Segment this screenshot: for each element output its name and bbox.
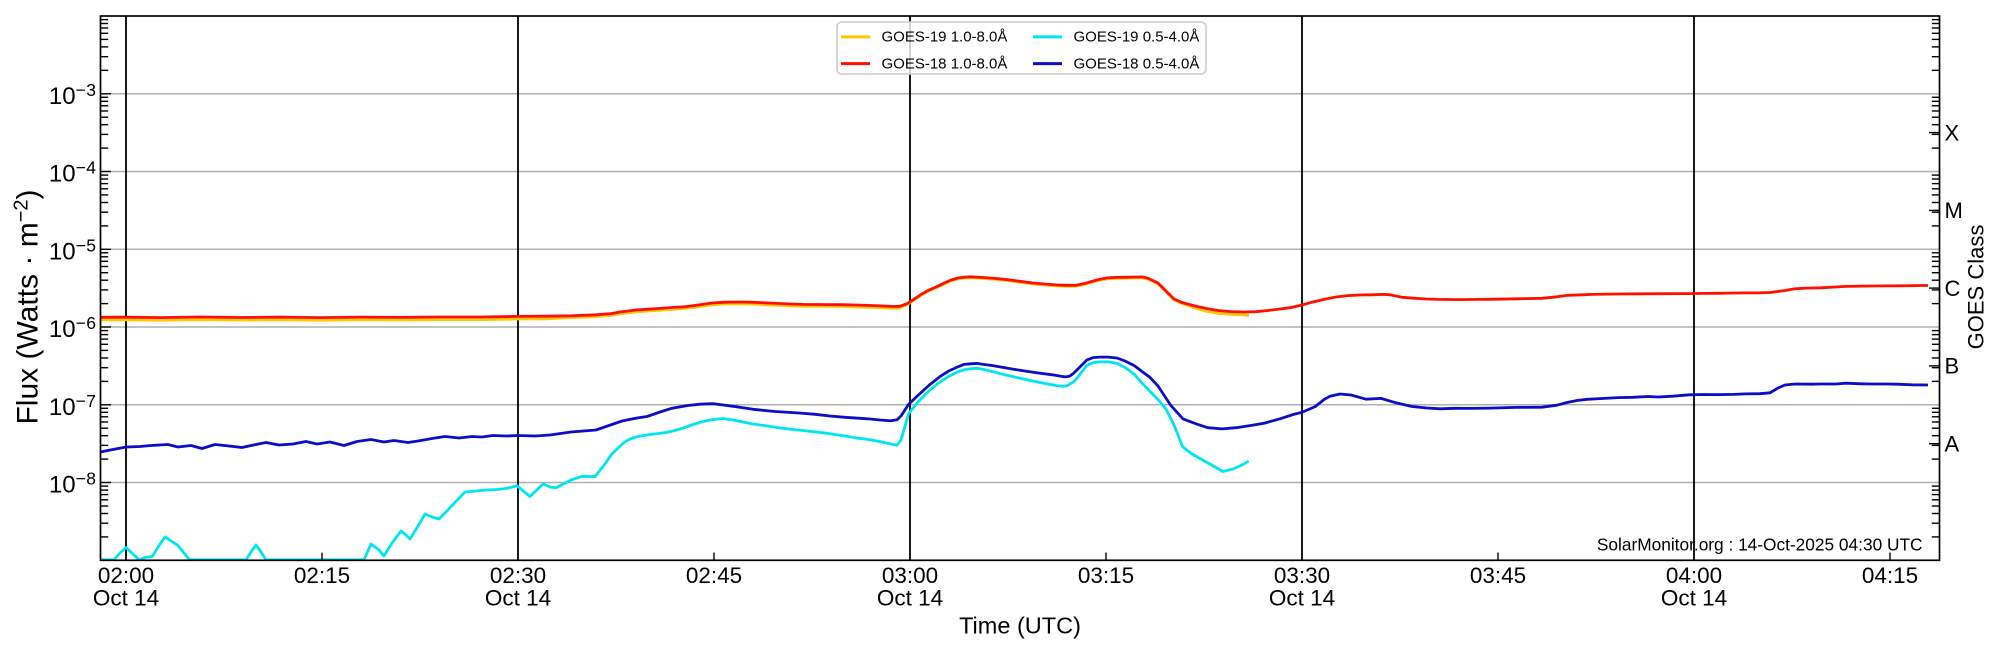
svg-text:GOES-18 0.5-4.0Å: GOES-18 0.5-4.0Å	[1074, 55, 1200, 72]
svg-text:04:15: 04:15	[1862, 563, 1918, 588]
svg-text:B: B	[1945, 354, 1960, 379]
svg-text:03:00: 03:00	[882, 563, 938, 588]
svg-text:A: A	[1945, 431, 1960, 456]
svg-text:GOES-18 1.0-8.0Å: GOES-18 1.0-8.0Å	[882, 55, 1008, 72]
svg-text:Oct 14: Oct 14	[1269, 586, 1335, 611]
svg-text:03:45: 03:45	[1470, 563, 1526, 588]
svg-text:02:30: 02:30	[490, 563, 546, 588]
svg-text:Flux (Watts · m−2): Flux (Watts · m−2)	[11, 189, 45, 424]
svg-text:X: X	[1945, 120, 1960, 145]
svg-text:M: M	[1945, 198, 1963, 223]
svg-text:C: C	[1945, 276, 1961, 301]
svg-text:02:45: 02:45	[686, 563, 742, 588]
svg-text:GOES Class: GOES Class	[1964, 225, 1989, 350]
svg-text:GOES-19 0.5-4.0Å: GOES-19 0.5-4.0Å	[1074, 29, 1200, 46]
svg-text:10−5: 10−5	[49, 235, 97, 265]
svg-text:Oct 14: Oct 14	[93, 586, 159, 611]
svg-text:SolarMonitor.org : 14-Oct-2025: SolarMonitor.org : 14-Oct-2025 04:30 UTC	[1597, 535, 1923, 555]
svg-text:04:00: 04:00	[1666, 563, 1722, 588]
svg-text:02:15: 02:15	[294, 563, 350, 588]
svg-text:GOES-19 1.0-8.0Å: GOES-19 1.0-8.0Å	[882, 29, 1008, 46]
svg-text:Oct 14: Oct 14	[1661, 586, 1727, 611]
svg-text:02:00: 02:00	[98, 563, 154, 588]
svg-text:Time (UTC): Time (UTC)	[959, 613, 1081, 639]
svg-text:Oct 14: Oct 14	[485, 586, 551, 611]
svg-text:03:15: 03:15	[1078, 563, 1134, 588]
svg-text:Oct 14: Oct 14	[877, 586, 943, 611]
svg-text:10−7: 10−7	[49, 391, 97, 421]
svg-text:03:30: 03:30	[1274, 563, 1330, 588]
